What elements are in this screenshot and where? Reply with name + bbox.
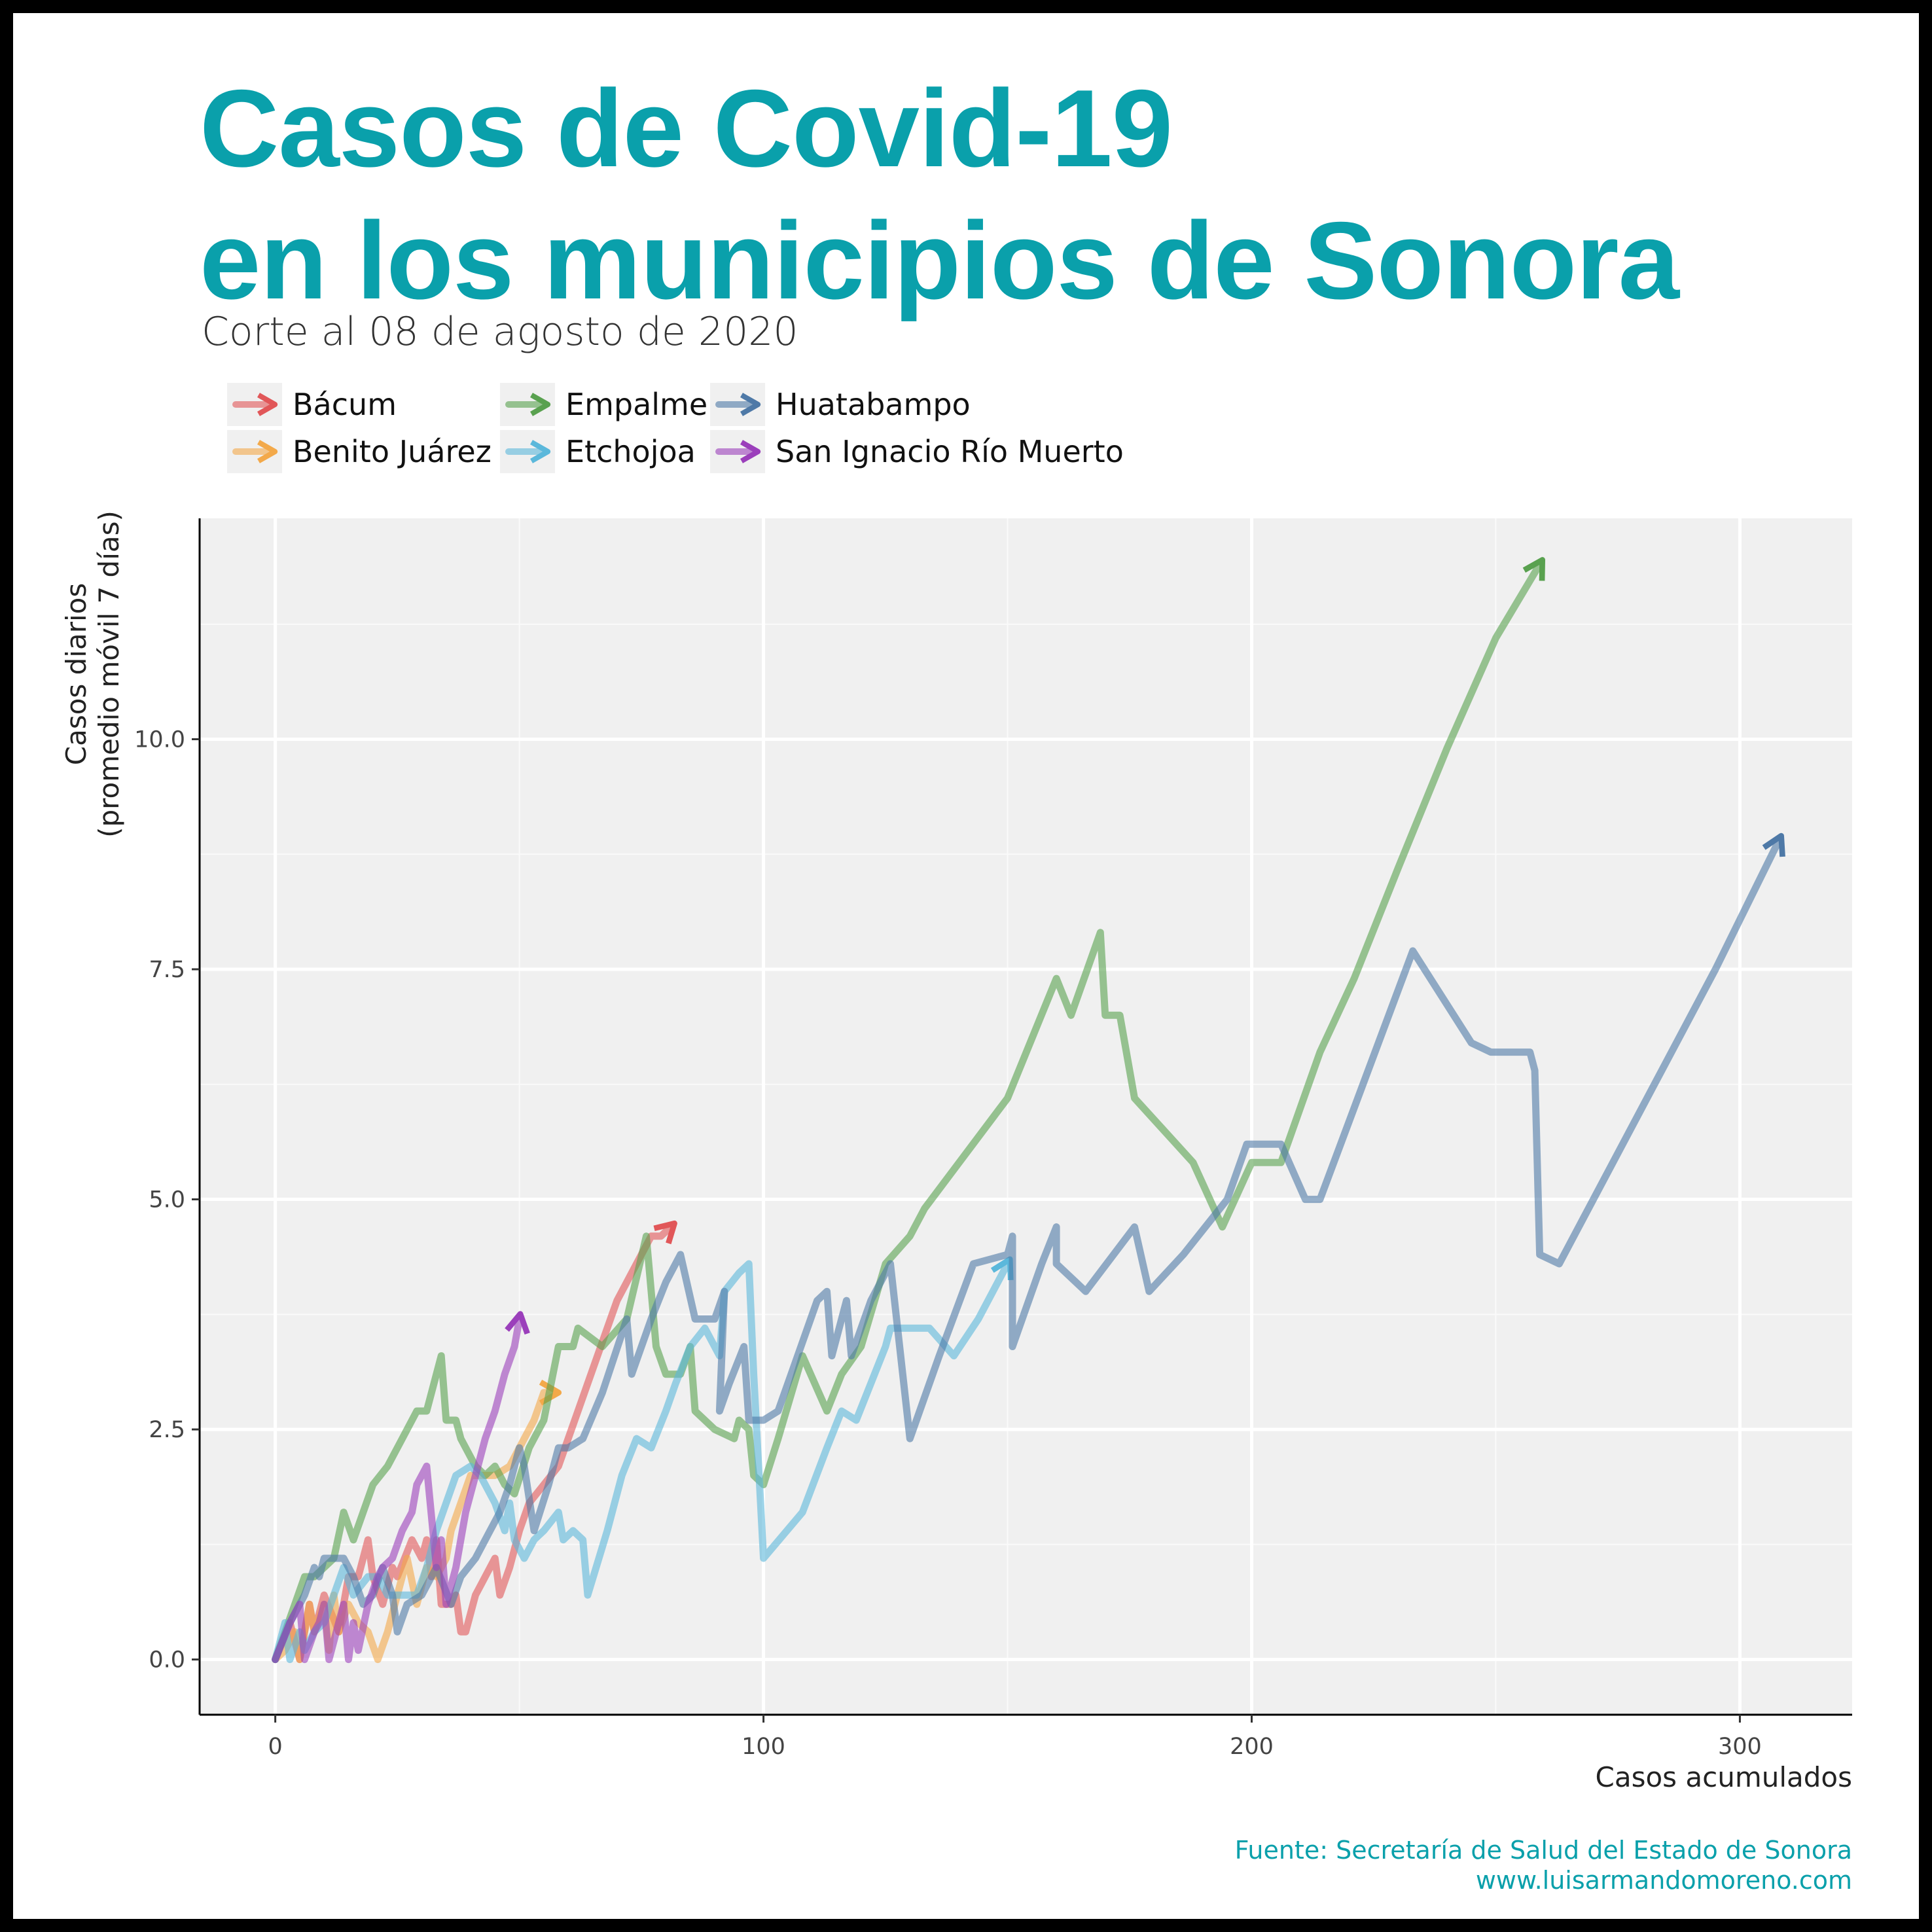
x-axis-ticks: 0 100 200 300 [268,1715,1762,1760]
series-line [272,1256,1014,1664]
series-line [272,832,1785,1664]
y-tick-label: 7.5 [149,957,185,983]
series-line [272,1311,530,1664]
legend-item: Benito Juárez [227,430,492,473]
legend-label: Huatabampo [776,387,971,422]
legend-label: San Ignacio Río Muerto [776,434,1124,469]
legend-label: Bácum [293,387,397,422]
legend-label: Etchojoa [565,434,696,469]
y-tick-label: 10.0 [134,726,185,753]
x-tick-label: 200 [1230,1734,1274,1760]
source-caption: Fuente: Secretaría de Salud del Estado d… [1235,1836,1852,1865]
x-tick-label: 300 [1718,1734,1762,1760]
minor-gridlines [200,518,1852,1715]
chart-subtitle: Corte al 08 de agosto de 2020 [202,309,798,355]
chart-title-line-1: Casos de Covid-19 [200,67,1173,190]
website-caption: www.luisarmandomoreno.com [1476,1866,1852,1895]
y-axis-ticks: 0.0 2.5 5.0 7.5 10.0 [134,726,200,1673]
x-tick-label: 100 [742,1734,785,1760]
legend-item: Empalme [500,383,707,426]
y-tick-label: 2.5 [149,1417,185,1443]
legend-item: Bácum [227,383,397,426]
y-axis-title-line-2: (promedio móvil 7 días) [93,510,125,838]
series-lines [272,557,1785,1664]
series-line [272,557,1546,1664]
legend-item: Etchojoa [500,430,696,473]
legend-item: San Ignacio Río Muerto [710,430,1124,473]
y-axis-title-line-1: Casos diarios [60,583,92,765]
y-tick-label: 0.0 [149,1647,185,1673]
chart-title-line-2: en los municipios de Sonora [200,199,1679,322]
legend: Bácum Benito Juárez Empalme Etchojoa Huataba… [227,383,1124,473]
x-tick-label: 0 [268,1734,282,1760]
x-axis-title: Casos acumulados [1596,1761,1853,1793]
plot-panel [200,518,1852,1715]
legend-label: Empalme [565,387,707,422]
y-tick-label: 5.0 [149,1187,185,1213]
legend-item: Huatabampo [710,383,971,426]
legend-label: Benito Juárez [293,434,492,469]
